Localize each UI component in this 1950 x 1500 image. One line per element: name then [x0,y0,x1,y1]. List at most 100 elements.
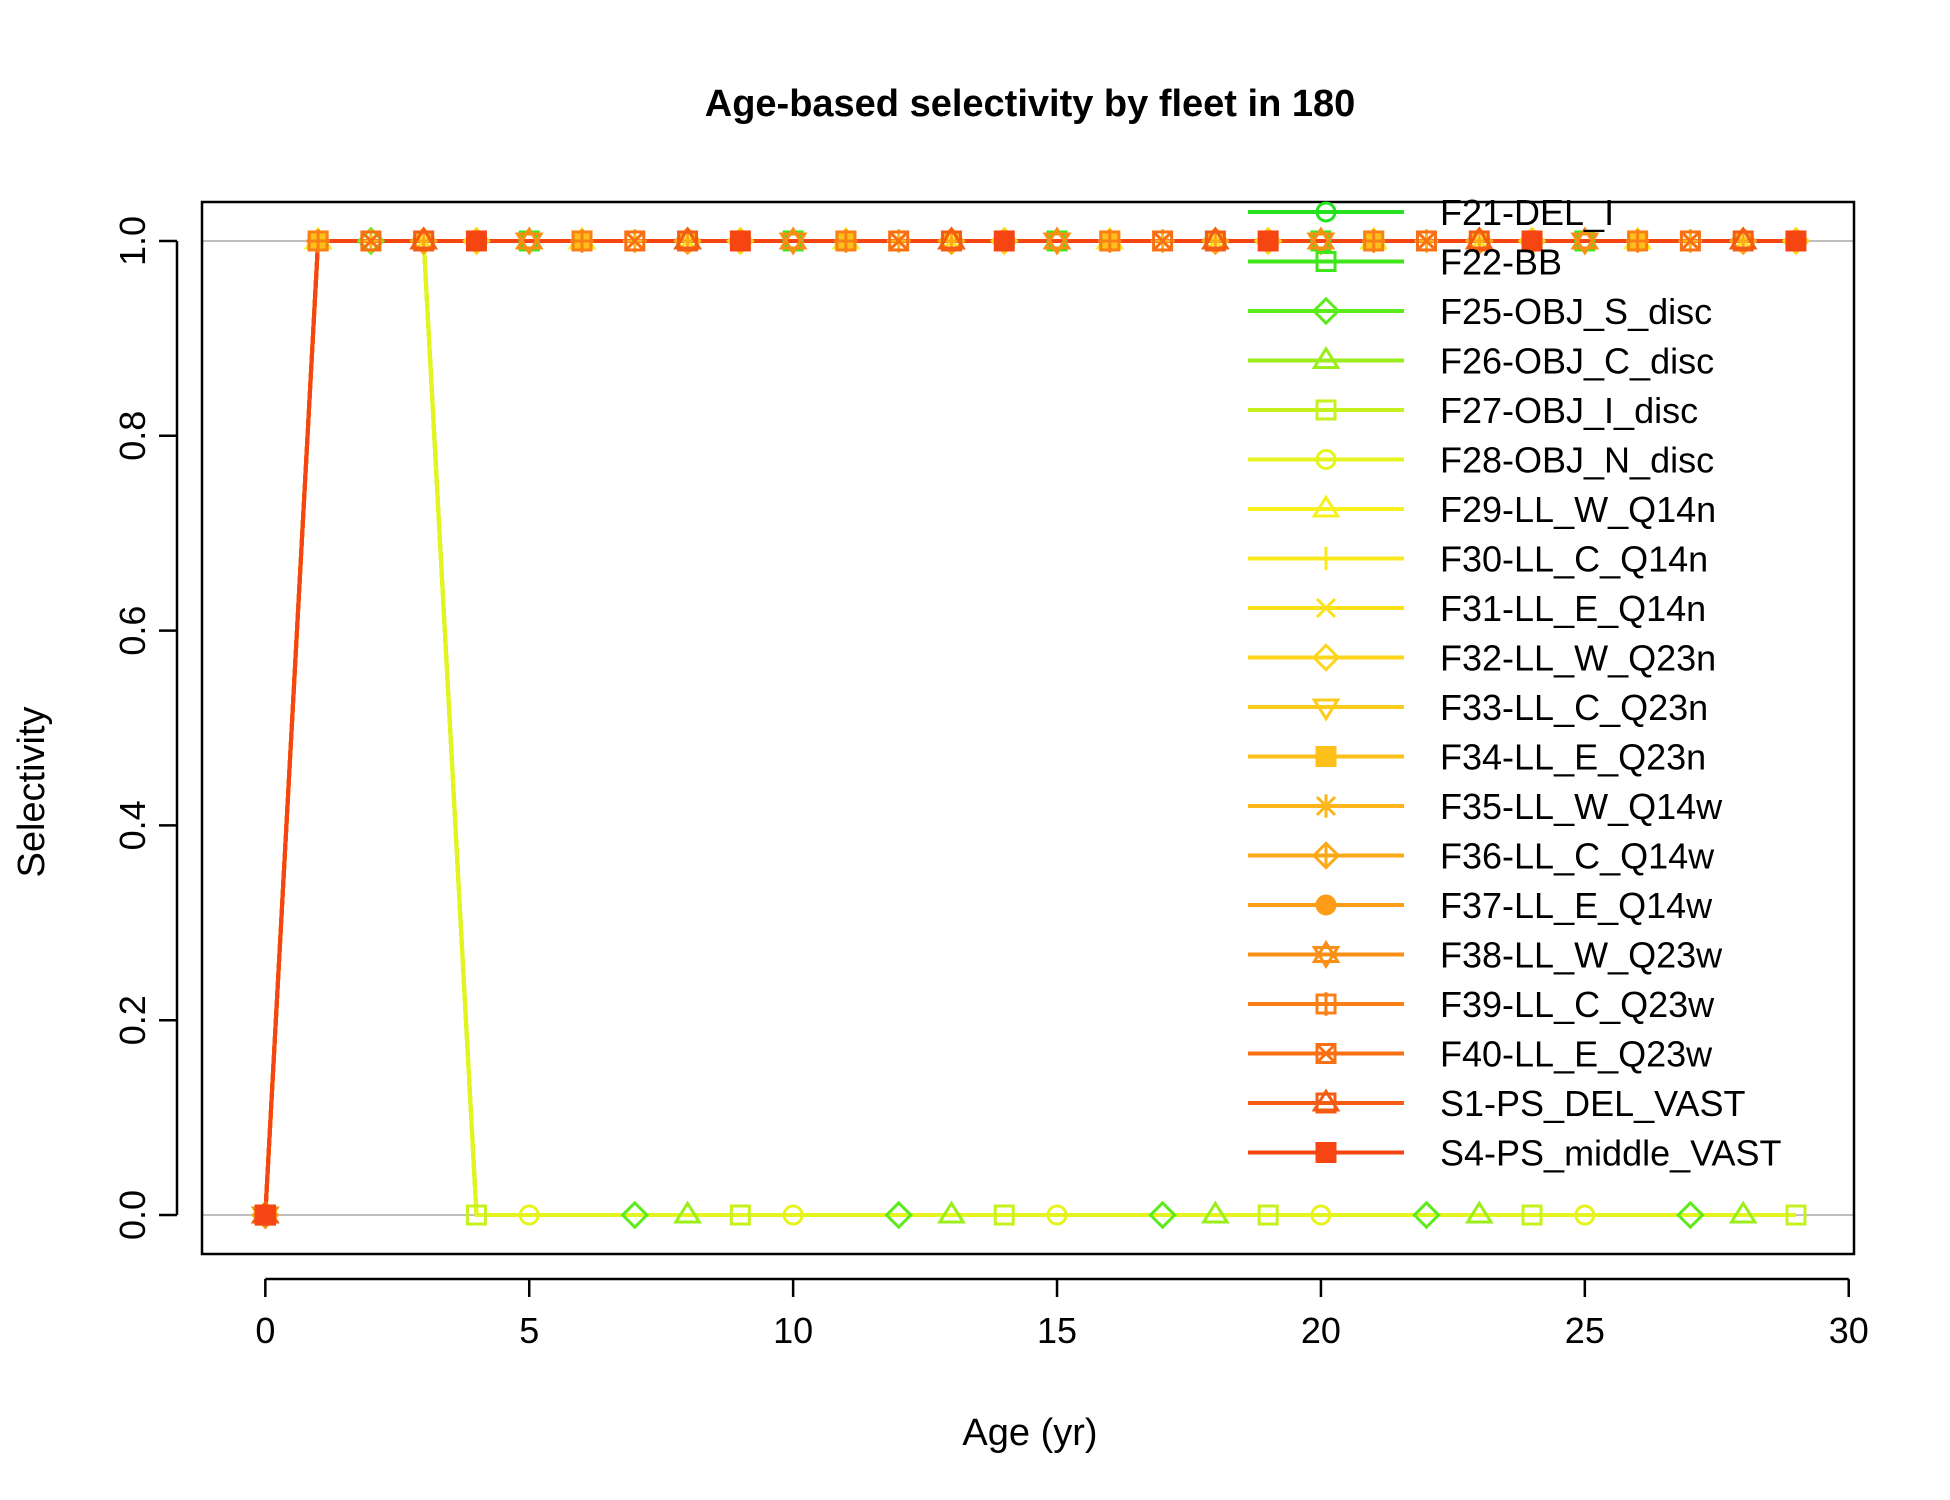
marker [1315,597,1337,619]
marker [1152,230,1174,252]
marker [1412,1200,1441,1230]
y-tick-label: 0.2 [112,995,153,1045]
y-tick-label: 1.0 [112,216,153,266]
x-axis: 0 5 10 15 20 25 30 [255,1277,1869,1351]
legend-label: F27-OBJ_I_disc [1440,390,1698,431]
legend-item: F34-LL_E_Q23n [1248,737,1706,778]
marker [834,229,858,253]
marker [1200,226,1230,252]
marker [1148,1200,1177,1230]
series-markers [250,226,1600,1230]
series-markers [250,232,1600,1230]
marker [1521,230,1543,252]
legend-item: F31-LL_E_Q14n [1248,588,1706,629]
series-markers [254,230,1807,1226]
legend-item: F26-OBJ_C_disc [1248,341,1714,382]
legend-label: S1-PS_DEL_VAST [1440,1083,1745,1124]
marker [884,1200,913,1230]
y-tick-label: 0.4 [112,800,153,850]
legend-label: F21-DEL_I [1440,192,1614,233]
legend-label: F34-LL_E_Q23n [1440,737,1706,778]
marker [1311,939,1341,970]
marker [1570,226,1600,256]
marker [729,230,751,252]
marker [729,1204,751,1226]
series-markers [254,230,1596,1226]
marker [1098,229,1122,253]
marker [1315,201,1337,223]
legend-label: F30-LL_C_Q14n [1440,539,1708,580]
marker [1311,643,1341,672]
legend-item: F30-LL_C_Q14n [1248,539,1708,580]
marker [1314,794,1338,818]
marker [306,229,330,253]
x-tick-label: 5 [519,1310,539,1351]
marker [1679,230,1701,252]
legend-item: F28-OBJ_N_disc [1248,440,1714,481]
y-tick-label: 0.0 [112,1190,153,1240]
marker [1314,992,1338,1016]
marker [360,230,382,252]
legend-item: F25-OBJ_S_disc [1248,291,1712,332]
legend-label: S4-PS_middle_VAST [1440,1133,1782,1174]
legend-item: F35-LL_W_Q14w [1248,786,1723,827]
legend-item: F27-OBJ_I_disc [1248,390,1698,431]
marker [1306,226,1336,256]
marker [1676,1200,1705,1230]
marker [1315,449,1337,470]
legend-item: F32-LL_W_Q23n [1248,638,1716,679]
legend-label: F29-LL_W_Q14n [1440,489,1716,530]
marker [1311,698,1341,722]
legend-label: F40-LL_E_Q23w [1440,1034,1713,1075]
legend-item: F38-LL_W_Q23w [1248,935,1723,976]
marker [1042,226,1072,256]
legend-label: F38-LL_W_Q23w [1440,935,1723,976]
y-tick-label: 0.8 [112,411,153,461]
plot-frame [200,200,1856,1256]
marker [1521,1204,1543,1226]
marker [1728,1200,1758,1224]
marker [1257,1204,1279,1226]
marker [1728,226,1758,252]
marker [1625,229,1650,253]
legend-label: F35-LL_W_Q14w [1440,786,1723,827]
legend-item: F22-BB [1248,242,1562,283]
x-tick-label: 20 [1301,1310,1341,1351]
marker [937,226,966,252]
marker [1415,230,1437,252]
marker [1574,1204,1596,1226]
marker [1311,841,1341,870]
marker [409,226,439,252]
marker [1200,1200,1230,1224]
marker [1785,1204,1807,1226]
marker [620,1200,650,1230]
marker [888,230,910,252]
marker [1315,399,1337,421]
marker [673,1200,702,1224]
x-tick-label: 15 [1037,1310,1077,1351]
y-axis-label: Selectivity [11,706,53,877]
marker [1314,546,1338,571]
marker [1257,230,1279,252]
legend-item: F29-LL_W_Q14n [1248,489,1716,530]
marker [1311,296,1341,326]
legend-label: F28-OBJ_N_disc [1440,440,1714,481]
chart-title: Age-based selectivity by fleet in 180 [705,83,1356,125]
legend-item: F36-LL_C_Q14w [1248,836,1715,877]
marker [1046,1204,1068,1226]
y-axis: 0.0 0.2 0.4 0.6 0.8 1.0 [112,216,179,1240]
legend: F21-DEL_I F22-BB F25-OBJ_S_disc F26-OBJ_C_d… [1248,192,1782,1174]
marker [1315,1043,1337,1064]
x-tick-label: 10 [773,1310,813,1351]
marker [778,226,808,256]
legend-item: F33-LL_C_Q23n [1248,687,1708,728]
series-markers [254,230,1649,1226]
legend-label: F26-OBJ_C_disc [1440,341,1714,382]
marker [570,229,594,253]
legend-item: S4-PS_middle_VAST [1248,1133,1782,1174]
legend-label: F22-BB [1440,242,1562,283]
marker [465,230,487,252]
marker [465,1204,487,1226]
